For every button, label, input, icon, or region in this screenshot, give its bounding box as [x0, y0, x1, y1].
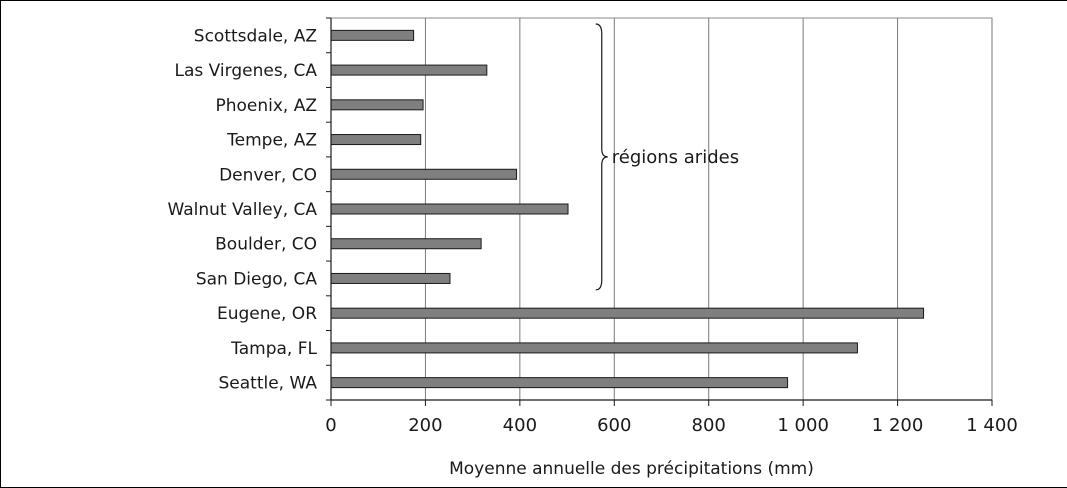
x-tick-label: 1 400	[966, 415, 1018, 436]
x-tick-label: 0	[325, 415, 336, 436]
bar-tempe-az	[330, 134, 422, 146]
x-tick-label: 800	[692, 415, 726, 436]
bar-scottsdale-az	[330, 29, 415, 41]
category-label: Walnut Valley, CA	[168, 200, 318, 220]
x-tick-label: 1 200	[872, 415, 924, 436]
category-label: Las Virgenes, CA	[175, 61, 318, 81]
annotation-label: régions arides	[612, 147, 739, 168]
x-axis-title: Moyenne annuelle des précipitations (mm)	[449, 459, 814, 479]
category-label: Boulder, CO	[215, 235, 317, 255]
axes	[326, 17, 993, 406]
bar-denver-co	[330, 168, 518, 180]
category-label: Phoenix, AZ	[215, 96, 317, 116]
bar-boulder-co	[330, 238, 482, 250]
bar-walnut-valley-ca	[330, 203, 569, 215]
category-label: Denver, CO	[219, 165, 317, 185]
category-label: Tampa, FL	[230, 339, 317, 359]
bar-tampa-fl	[330, 342, 858, 354]
category-label: San Diego, CA	[196, 269, 318, 289]
category-label: Seattle, WA	[219, 374, 318, 394]
y-axis-labels: Scottsdale, AZ Las Virgenes, CA Phoenix, A…	[168, 26, 318, 393]
bar-las-virgenes-ca	[330, 64, 488, 76]
x-tick-label: 200	[408, 415, 442, 436]
category-label: Tempe, AZ	[226, 131, 317, 151]
x-tick-label: 1 000	[777, 415, 829, 436]
x-axis-labels: 0 200 400 600 800 1 000 1 200 1 400	[325, 415, 1017, 436]
x-tick-label: 600	[597, 415, 631, 436]
x-tick-label: 400	[503, 415, 537, 436]
bar-eugene-or	[330, 307, 925, 319]
bar-phoenix-az	[330, 99, 424, 111]
bar-san-diego-ca	[330, 272, 451, 284]
category-label: Eugene, OR	[217, 304, 317, 324]
bar-seattle-wa	[330, 377, 789, 389]
category-label: Scottsdale, AZ	[194, 26, 317, 46]
gridlines	[424, 18, 993, 400]
